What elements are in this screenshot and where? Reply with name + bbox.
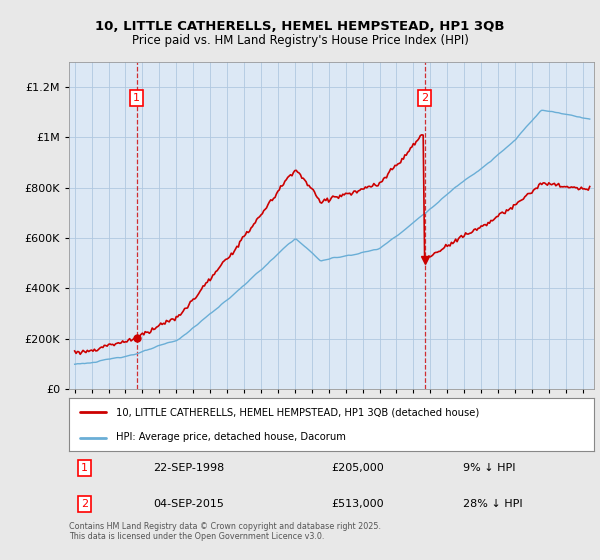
Text: 1: 1 — [133, 93, 140, 103]
Text: 28% ↓ HPI: 28% ↓ HPI — [463, 499, 523, 509]
Text: 10, LITTLE CATHERELLS, HEMEL HEMPSTEAD, HP1 3QB (detached house): 10, LITTLE CATHERELLS, HEMEL HEMPSTEAD, … — [116, 408, 479, 418]
Text: HPI: Average price, detached house, Dacorum: HPI: Average price, detached house, Daco… — [116, 432, 346, 442]
Text: £205,000: £205,000 — [331, 463, 384, 473]
Text: 22-SEP-1998: 22-SEP-1998 — [153, 463, 224, 473]
Text: 1: 1 — [81, 463, 88, 473]
Text: Contains HM Land Registry data © Crown copyright and database right 2025.
This d: Contains HM Land Registry data © Crown c… — [69, 522, 381, 542]
Text: £513,000: £513,000 — [331, 499, 384, 509]
Text: 10, LITTLE CATHERELLS, HEMEL HEMPSTEAD, HP1 3QB: 10, LITTLE CATHERELLS, HEMEL HEMPSTEAD, … — [95, 20, 505, 32]
Text: 9% ↓ HPI: 9% ↓ HPI — [463, 463, 515, 473]
Text: 04-SEP-2015: 04-SEP-2015 — [153, 499, 224, 509]
Text: 2: 2 — [81, 499, 88, 509]
Text: Price paid vs. HM Land Registry's House Price Index (HPI): Price paid vs. HM Land Registry's House … — [131, 34, 469, 46]
Text: 2: 2 — [421, 93, 428, 103]
